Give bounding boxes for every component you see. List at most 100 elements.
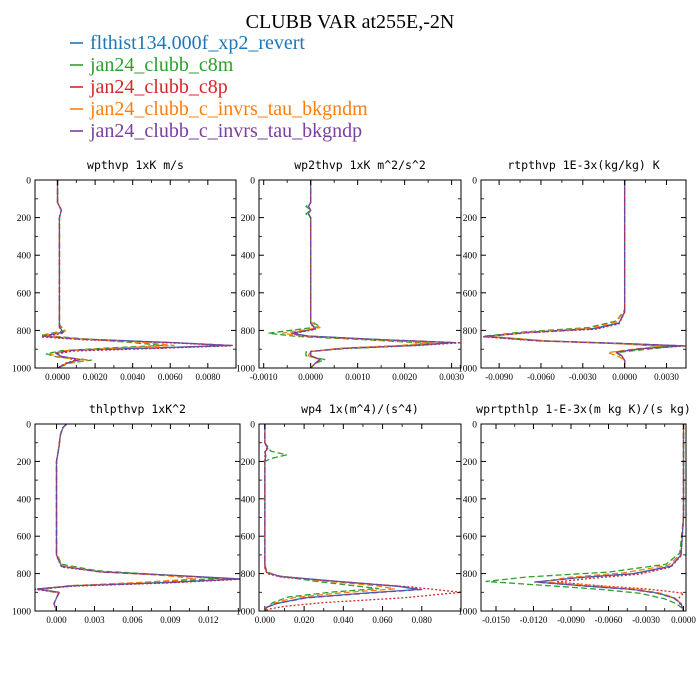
x-tick-label: 0.0080: [195, 372, 220, 382]
x-tick-label: 0.0000: [612, 372, 637, 382]
series-line: [483, 180, 684, 368]
y-tick-label: 600: [463, 533, 478, 543]
y-tick-label: 800: [463, 327, 478, 337]
y-tick-label: 1000: [458, 608, 477, 618]
y-tick-label: 1000: [12, 365, 31, 375]
x-tick-label: -0.0090: [485, 372, 513, 382]
x-tick-label: 0.0020: [392, 372, 417, 382]
legend-label: jan24_clubb_c8m: [89, 54, 234, 76]
legend-label: jan24_clubb_c_invrs_tau_bkgndm: [89, 98, 368, 120]
y-tick-label: 800: [17, 327, 32, 337]
series-group: [481, 180, 686, 368]
chart-panel: thlpthvp 1xK^2 0 200 400 600 800 1000 0.000 0.00…: [12, 402, 241, 625]
x-tick-label: 0.006: [122, 615, 143, 625]
y-tick-label: 400: [17, 495, 32, 505]
y-tick-label: 200: [463, 458, 478, 468]
y-tick-label: 1000: [236, 365, 255, 375]
chart-panel: wpthvp 1xK m/s 0 200 400 600 800 1000 0.0000 0.0…: [12, 158, 237, 382]
series-line: [36, 424, 240, 611]
series-line: [291, 180, 457, 368]
series-group: [35, 424, 240, 611]
y-tick-label: 400: [17, 252, 32, 262]
x-tick-label: 0.003: [84, 615, 105, 625]
series-line: [534, 424, 685, 611]
x-tick-label: -0.0090: [557, 615, 585, 625]
y-tick-label: 0: [26, 177, 31, 187]
y-tick-label: 800: [463, 570, 478, 580]
x-tick-label: 0.0030: [439, 372, 464, 382]
chart-panel: rtpthvp 1E-3x(kg/kg) K02004006008001000-…: [458, 158, 687, 382]
series-group: [485, 424, 685, 611]
x-tick-label: -0.0030: [632, 615, 660, 625]
x-tick-label: -0.0120: [520, 615, 548, 625]
y-tick-label: 600: [17, 289, 32, 299]
series-line: [264, 424, 423, 611]
legend-entry: jan24_clubb_c_invrs_tau_bkgndp: [70, 120, 362, 142]
x-tick-label: -0.0150: [482, 615, 510, 625]
legend-entry: jan24_clubb_c_invrs_tau_bkgndm: [70, 98, 368, 120]
y-tick-label: 600: [463, 289, 478, 299]
x-tick-label: 0.0000: [298, 372, 323, 382]
x-tick-label: -0.0060: [595, 615, 623, 625]
x-tick-label: 0.000: [46, 615, 67, 625]
y-tick-label: 1000: [12, 608, 31, 618]
x-tick-label: -0.0010: [250, 372, 278, 382]
y-tick-label: 0: [26, 421, 31, 431]
series-group: [41, 180, 233, 368]
x-tick-label: 0.0030: [654, 372, 679, 382]
series-group: [264, 424, 461, 611]
x-tick-label: 0.0060: [158, 372, 183, 382]
y-tick-label: 200: [17, 458, 32, 468]
x-tick-label: 0.040: [333, 615, 354, 625]
chart-panel: wprtpthlp 1-E-3x(m kg K)/(s kg) 0 200 400 60…: [458, 402, 696, 625]
y-tick-label: 800: [17, 570, 32, 580]
series-line: [485, 424, 685, 611]
y-tick-label: 0: [250, 421, 255, 431]
y-tick-label: 600: [17, 533, 32, 543]
y-tick-label: 400: [463, 252, 478, 262]
y-tick-label: 200: [241, 458, 256, 468]
y-tick-label: 0: [472, 177, 477, 187]
y-tick-label: 600: [241, 533, 256, 543]
y-tick-label: 800: [241, 570, 256, 580]
panel-title: wp4 1x(m^4)/(s^4): [301, 402, 419, 416]
x-tick-label: 0.009: [160, 615, 181, 625]
panel-title: wprtpthlp 1-E-3x(m kg K)/(s kg): [476, 402, 691, 416]
legend-label: flthist134.000f_xp2_revert: [90, 32, 305, 54]
x-tick-label: 0.080: [412, 615, 433, 625]
y-tick-label: 1000: [236, 608, 255, 618]
panel-title: wp2thvp 1xK m^2/s^2: [294, 158, 426, 172]
y-tick-label: 600: [241, 289, 256, 299]
x-tick-label: 0.0000: [45, 372, 70, 382]
series-line: [264, 424, 380, 611]
x-tick-label: 0.0010: [345, 372, 370, 382]
y-tick-label: 0: [250, 177, 255, 187]
y-tick-label: 200: [17, 214, 32, 224]
legend-label: jan24_clubb_c_invrs_tau_bkgndp: [89, 120, 362, 142]
legend-label: jan24_clubb_c8p: [89, 76, 228, 98]
x-tick-label: -0.0030: [569, 372, 597, 382]
legend: flthist134.000f_xp2_revertjan24_clubb_c8…: [70, 32, 368, 142]
series-line: [264, 424, 461, 611]
x-tick-label: 0.0020: [83, 372, 108, 382]
x-tick-label: 0.0000: [671, 615, 696, 625]
y-tick-label: 400: [463, 495, 478, 505]
y-tick-label: 800: [241, 327, 256, 337]
y-tick-label: 0: [472, 421, 477, 431]
chart-panel: wp2thvp 1xK m^2/s^2 0 200 400 600 800 1000-0.0…: [236, 158, 464, 382]
y-tick-label: 200: [463, 214, 478, 224]
legend-entry: flthist134.000f_xp2_revert: [70, 32, 305, 54]
y-tick-label: 400: [241, 495, 256, 505]
x-tick-label: 0.060: [372, 615, 393, 625]
legend-entry: jan24_clubb_c8m: [70, 54, 234, 76]
panel-title: wpthvp 1xK m/s: [87, 158, 184, 172]
x-tick-label: 0.012: [198, 615, 218, 625]
legend-entry: jan24_clubb_c8p: [70, 76, 228, 98]
figure-title: CLUBB VAR at255E,-2N: [246, 11, 455, 33]
x-tick-label: 0.000: [255, 615, 276, 625]
y-tick-label: 1000: [458, 365, 477, 375]
y-tick-label: 400: [241, 252, 256, 262]
x-tick-label: 0.0040: [120, 372, 145, 382]
